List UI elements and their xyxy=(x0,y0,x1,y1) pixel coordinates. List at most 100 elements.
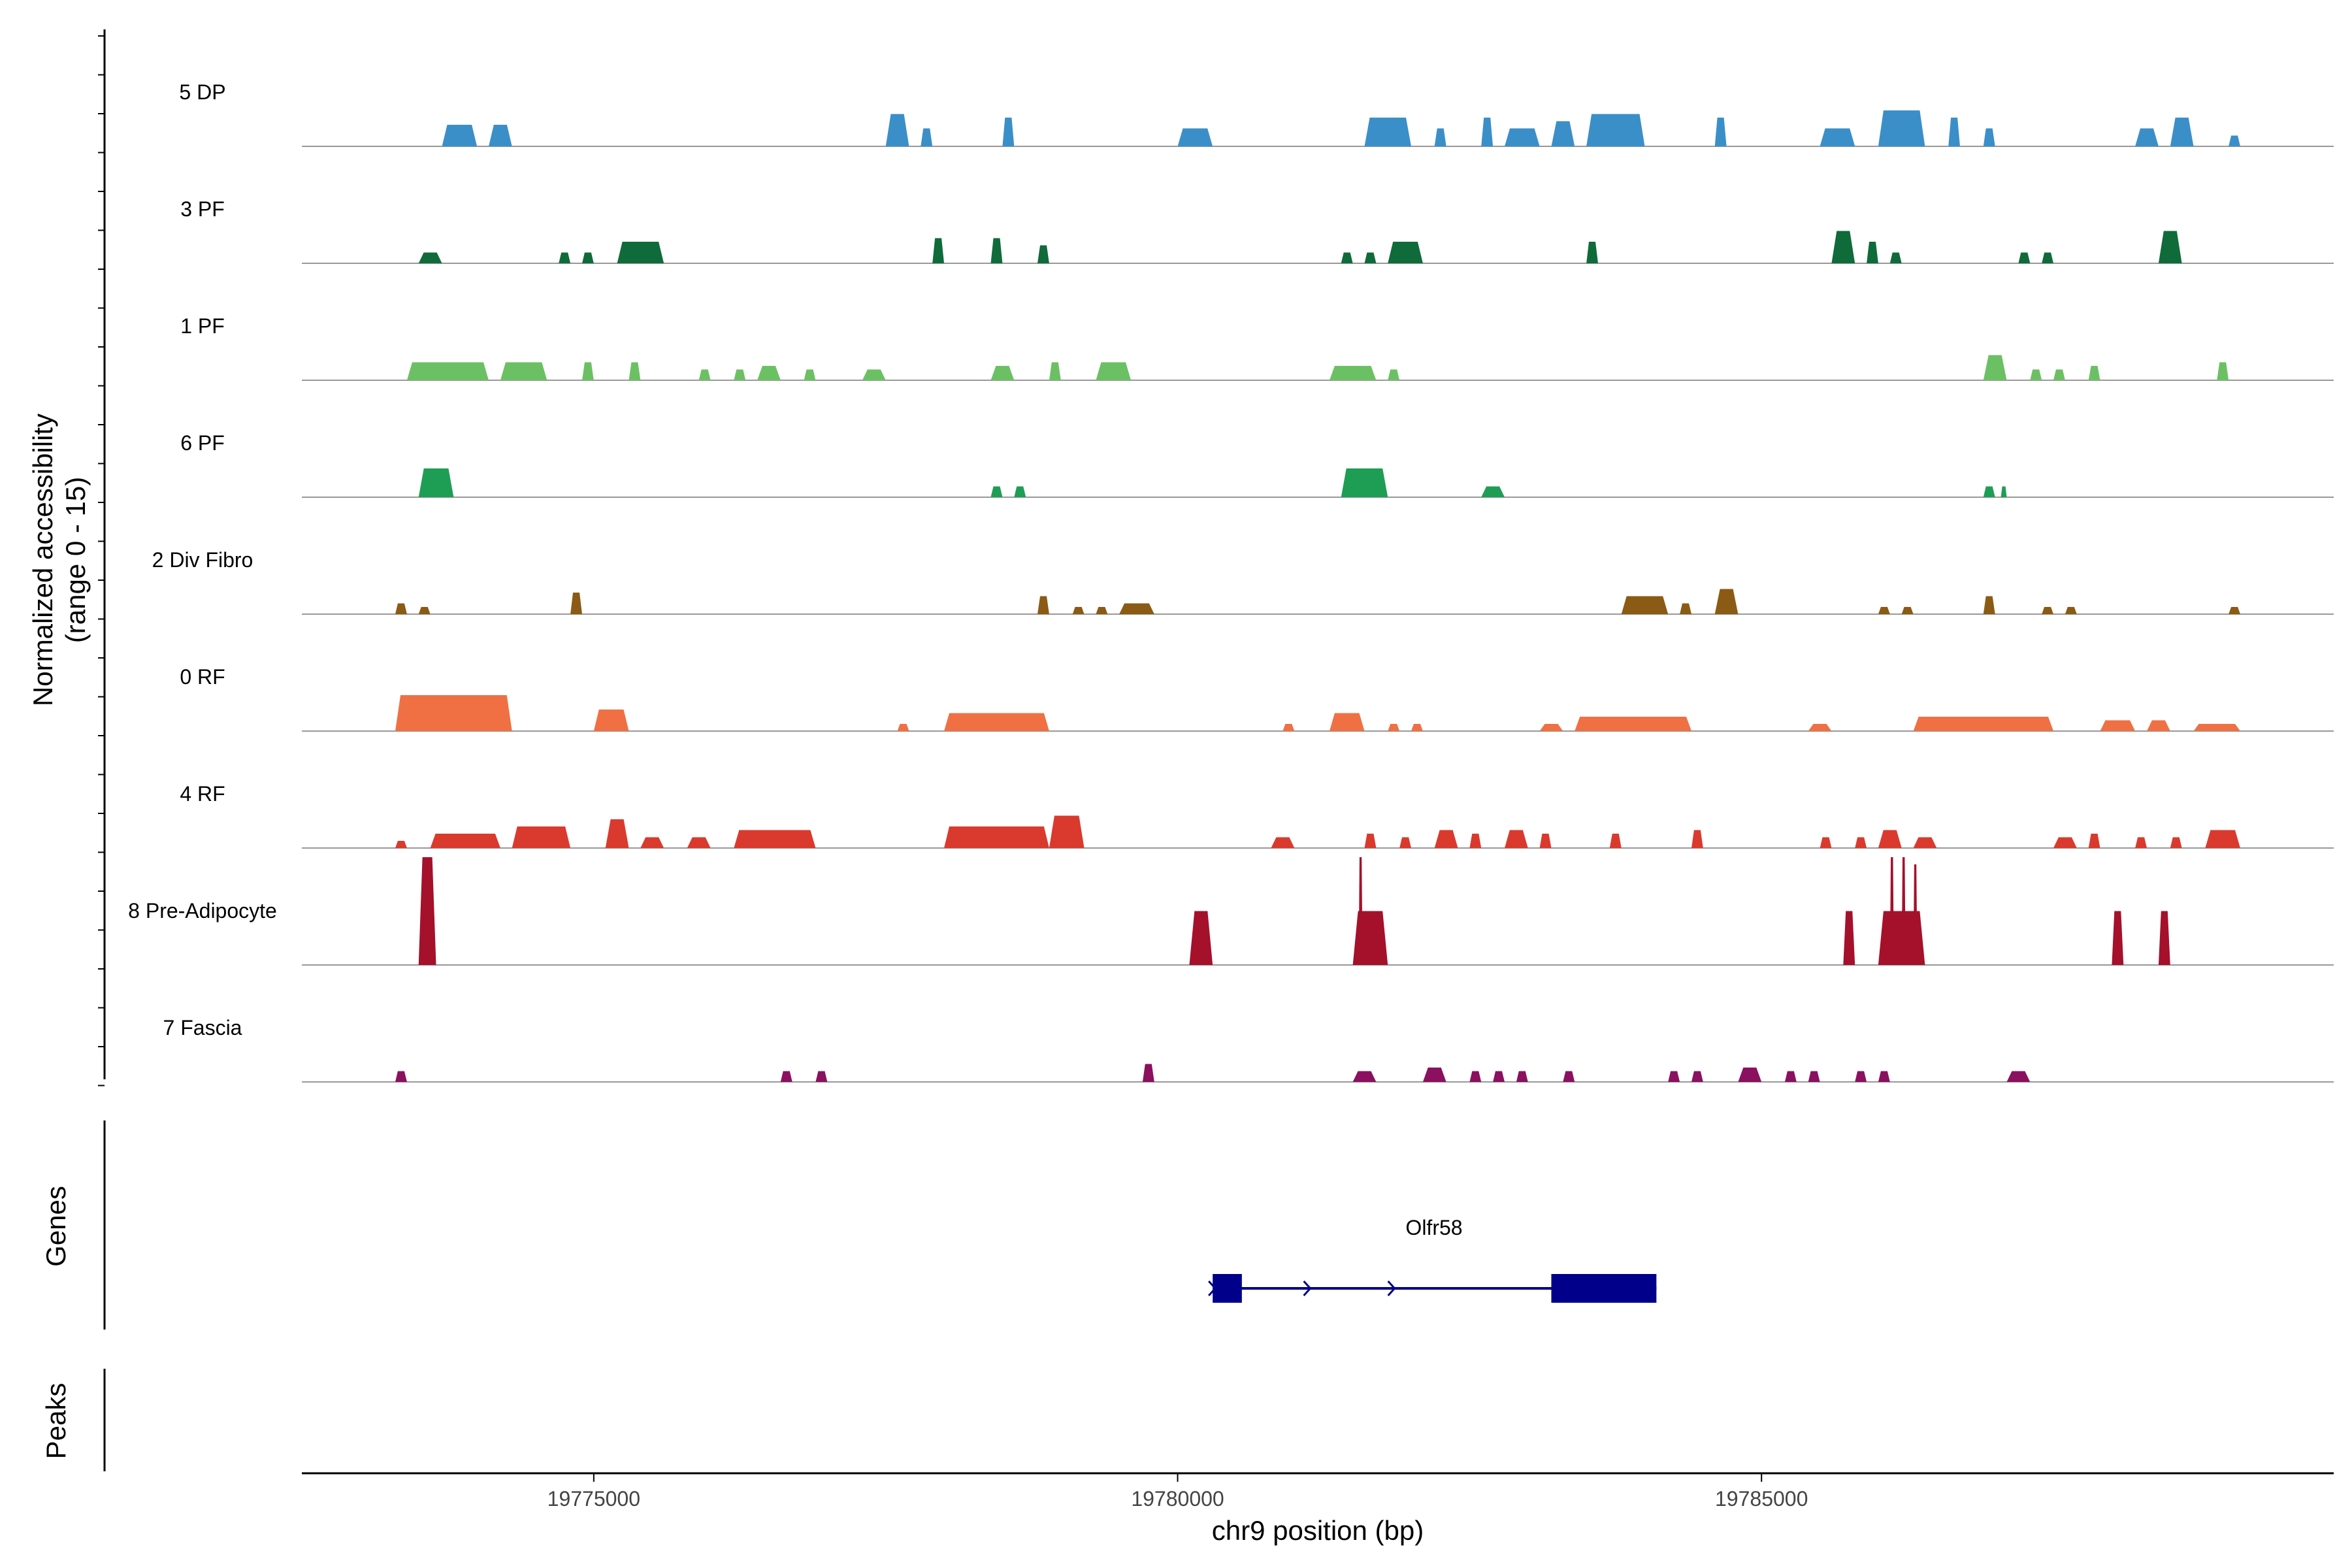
coverage-peak xyxy=(1364,118,1411,146)
coverage-peak xyxy=(418,607,431,614)
coverage-peak xyxy=(1878,911,1925,965)
coverage-peak xyxy=(2001,486,2007,497)
coverage-peak xyxy=(1505,830,1528,848)
coverage-peak xyxy=(1808,1071,1820,1082)
coverage-peak xyxy=(1142,1064,1154,1082)
coverage-peak xyxy=(2135,837,2147,848)
coverage-peak xyxy=(1820,837,1832,848)
coverage-peak xyxy=(2158,231,2182,263)
coverage-peak xyxy=(897,724,909,731)
track-4-rf: 4 RF xyxy=(180,782,2334,849)
coverage-peak xyxy=(395,1071,407,1082)
coverage-peak xyxy=(1913,837,1937,848)
coverage-peak xyxy=(2018,252,2031,263)
coverage-peak xyxy=(2193,724,2240,731)
coverage-peak xyxy=(1913,717,2053,731)
coverage-peak xyxy=(640,837,664,848)
coverage-peak xyxy=(1948,118,1960,146)
coverage-peak xyxy=(2030,369,2042,380)
track-label: 0 RF xyxy=(180,665,225,689)
x-axis-ticks: 19775000 19780000 19785000 xyxy=(547,1473,1808,1511)
coverage-peak xyxy=(804,369,816,380)
coverage-peak xyxy=(2229,135,2240,146)
coverage-peak xyxy=(2170,118,2194,146)
coverage-peak xyxy=(1820,128,1855,146)
coverage-peak xyxy=(418,468,454,497)
coverage-peak xyxy=(990,366,1015,380)
coverage-peak xyxy=(1878,607,1890,614)
coverage-peak xyxy=(406,362,489,380)
gene-strand-arrow xyxy=(1303,1280,1312,1297)
coverage-peak xyxy=(1341,252,1353,263)
coverage-peak xyxy=(1878,110,1925,146)
coverage-peak xyxy=(698,369,711,380)
x-tick-label: 19785000 xyxy=(1715,1487,1808,1511)
coverage-peak xyxy=(1271,837,1295,848)
coverage-peak xyxy=(2088,366,2100,380)
coverage-peak xyxy=(734,369,746,380)
coverage-peak xyxy=(1714,589,1739,614)
coverage-peak xyxy=(593,710,629,731)
coverage-peak xyxy=(582,362,594,380)
genes-panel: Genes Olfr58 xyxy=(41,1120,1657,1330)
coverage-peak xyxy=(780,1071,792,1082)
coverage-peak xyxy=(815,1071,828,1082)
coverage-peak xyxy=(2100,720,2136,731)
coverage-peak xyxy=(1341,468,1388,497)
coverage-peak xyxy=(1364,252,1377,263)
coverage-peak xyxy=(1364,834,1377,848)
coverage-peak xyxy=(1913,864,1918,965)
coverage-peak xyxy=(2053,837,2077,848)
coverage-peak xyxy=(1539,724,1563,731)
coverage-peak xyxy=(1691,830,1703,848)
coverage-peak xyxy=(944,826,1049,848)
peaks-panel: Peaks xyxy=(41,1369,106,1471)
coverage-peak xyxy=(1177,128,1213,146)
track-label: 1 PF xyxy=(180,314,225,338)
coverage-peak xyxy=(1575,717,1691,731)
track-1-pf: 1 PF xyxy=(180,314,2334,381)
coverage-peak xyxy=(734,830,816,848)
coverage-peak xyxy=(442,125,478,146)
coverage-peak xyxy=(2229,607,2240,614)
coverage-peak xyxy=(1808,724,1832,731)
coverage-peak xyxy=(1878,830,1902,848)
coverage-peak xyxy=(1668,1071,1680,1082)
coverage-peak xyxy=(1563,1071,1575,1082)
coverage-peak xyxy=(1014,486,1026,497)
gene-strand-arrow xyxy=(1387,1280,1396,1297)
track-label: 8 Pre-Adipocyte xyxy=(128,899,277,923)
coverage-peak xyxy=(1358,857,1363,965)
coverage-peak xyxy=(605,819,629,848)
coverage-peak xyxy=(395,695,512,731)
coverage-peak xyxy=(1434,830,1458,848)
coverage-peak xyxy=(2042,252,2053,263)
coverage-peak xyxy=(1539,834,1552,848)
coverage-peak xyxy=(1119,603,1154,614)
coverage-peak xyxy=(1831,231,1855,263)
coverage-peak xyxy=(1037,596,1049,614)
coverage-peak xyxy=(2205,830,2240,848)
coverage-peak xyxy=(1714,118,1727,146)
x-axis: 19775000 19780000 19785000 chr9 position (… xyxy=(302,1472,2334,1546)
coverage-peak xyxy=(2053,369,2065,380)
coverage-peak xyxy=(1843,911,1855,965)
coverage-peak xyxy=(1422,1068,1446,1082)
coverage-peak xyxy=(2135,128,2159,146)
coverage-peak xyxy=(1493,1071,1505,1082)
coverage-peak xyxy=(1049,362,1061,380)
coverage-peak xyxy=(1889,857,1894,965)
coverage-ylabel-line2: (range 0 - 15) xyxy=(60,477,91,643)
coverage-peak xyxy=(1609,834,1622,848)
coverage-peak xyxy=(1329,713,1365,731)
coverage-peak xyxy=(1282,724,1295,731)
coverage-panel: Normalized accessibility (range 0 - 15) … xyxy=(27,29,2334,1086)
gene-exon xyxy=(1213,1274,1242,1303)
track-label: 2 Div Fibro xyxy=(152,548,253,572)
coverage-peak xyxy=(1002,118,1015,146)
coverage-peak xyxy=(1072,607,1085,614)
track-7-fascia: 7 Fascia xyxy=(163,1016,2334,1083)
coverage-peak xyxy=(1680,603,1691,614)
track-label: 6 PF xyxy=(180,431,225,455)
